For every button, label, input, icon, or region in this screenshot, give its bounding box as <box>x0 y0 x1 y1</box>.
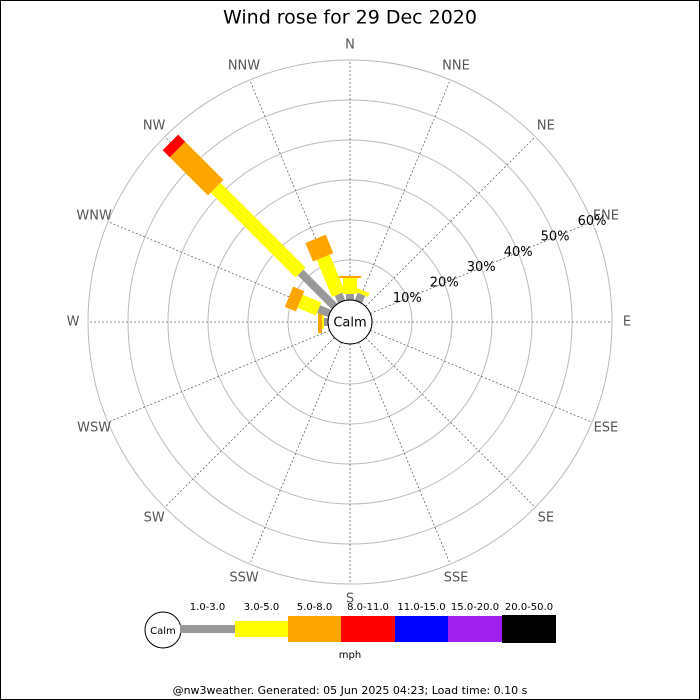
spoke <box>164 337 335 508</box>
direction-label: WNW <box>76 208 112 223</box>
bar-segment <box>284 286 305 312</box>
bar-segment <box>297 294 322 316</box>
direction-label: SW <box>144 510 165 525</box>
legend-swatch <box>395 616 448 642</box>
direction-label: NNE <box>442 59 470 74</box>
spoke <box>249 342 342 565</box>
direction-label: SE <box>538 510 554 525</box>
spoke <box>358 342 451 565</box>
direction-label: NW <box>143 119 166 134</box>
calm-circle <box>327 299 373 345</box>
direction-label: ENE <box>593 208 619 223</box>
legend-label: 20.0-50.0 <box>505 602 553 613</box>
legend-label: 5.0-8.0 <box>297 602 332 613</box>
direction-label: N <box>345 38 355 53</box>
direction-label: SSW <box>229 570 259 585</box>
ring-label: 10% <box>393 291 422 306</box>
legend-swatch <box>448 616 502 642</box>
bar-segment <box>210 182 306 278</box>
spoke <box>370 221 593 314</box>
direction-label: SSE <box>444 570 469 585</box>
bar-segment <box>317 305 332 318</box>
calm-label: Calm <box>333 316 366 331</box>
spoke <box>107 330 330 423</box>
bar-segment <box>334 292 346 304</box>
spoke <box>358 79 451 302</box>
legend-calm-label: Calm <box>150 626 176 637</box>
bar-segment <box>316 254 345 297</box>
bar-segment <box>322 315 324 329</box>
bar-segment <box>324 318 328 326</box>
spoke <box>365 136 536 307</box>
bar-segment <box>318 311 322 333</box>
ring-label: 20% <box>430 275 459 290</box>
spoke <box>370 330 593 423</box>
bar-segment <box>297 269 338 310</box>
bar-segment <box>355 287 370 297</box>
footer: @nw3weather. Generated: 05 Jun 2025 04:2… <box>173 684 528 697</box>
bar-segment <box>162 134 186 158</box>
bar-segment <box>169 141 224 196</box>
legend-label: 3.0-5.0 <box>244 602 279 613</box>
ring-label: 30% <box>467 260 496 275</box>
legend-label: 11.0-15.0 <box>397 602 445 613</box>
chart-title: Wind rose for 29 Dec 2020 <box>223 7 477 29</box>
legend-label: 1.0-3.0 <box>190 602 225 613</box>
legend-unit: mph <box>339 650 361 661</box>
spoke <box>365 337 536 508</box>
legend-swatch <box>502 615 556 643</box>
ring-label: 60% <box>578 214 607 229</box>
bar-segment <box>346 294 354 300</box>
bar-segment <box>343 278 357 294</box>
legend-label: 8.0-11.0 <box>347 602 389 613</box>
legend-swatch <box>180 625 235 633</box>
legend-swatch <box>288 616 341 642</box>
legend-label: 15.0-20.0 <box>451 602 499 613</box>
legend-swatch <box>341 616 395 642</box>
direction-label: WSW <box>77 421 111 436</box>
direction-label: NNW <box>228 59 260 74</box>
bar-segment <box>354 292 366 304</box>
bar-segment <box>339 276 361 278</box>
direction-label: E <box>623 315 631 330</box>
direction-label: ESE <box>594 421 619 436</box>
ring-label: 40% <box>504 245 533 260</box>
ring-label: 50% <box>541 230 570 245</box>
direction-label: NE <box>537 119 555 134</box>
legend-swatch <box>235 621 288 637</box>
bar-segment <box>305 234 334 262</box>
ring <box>87 59 613 585</box>
direction-label: W <box>67 315 80 330</box>
direction-label: S <box>346 592 354 607</box>
